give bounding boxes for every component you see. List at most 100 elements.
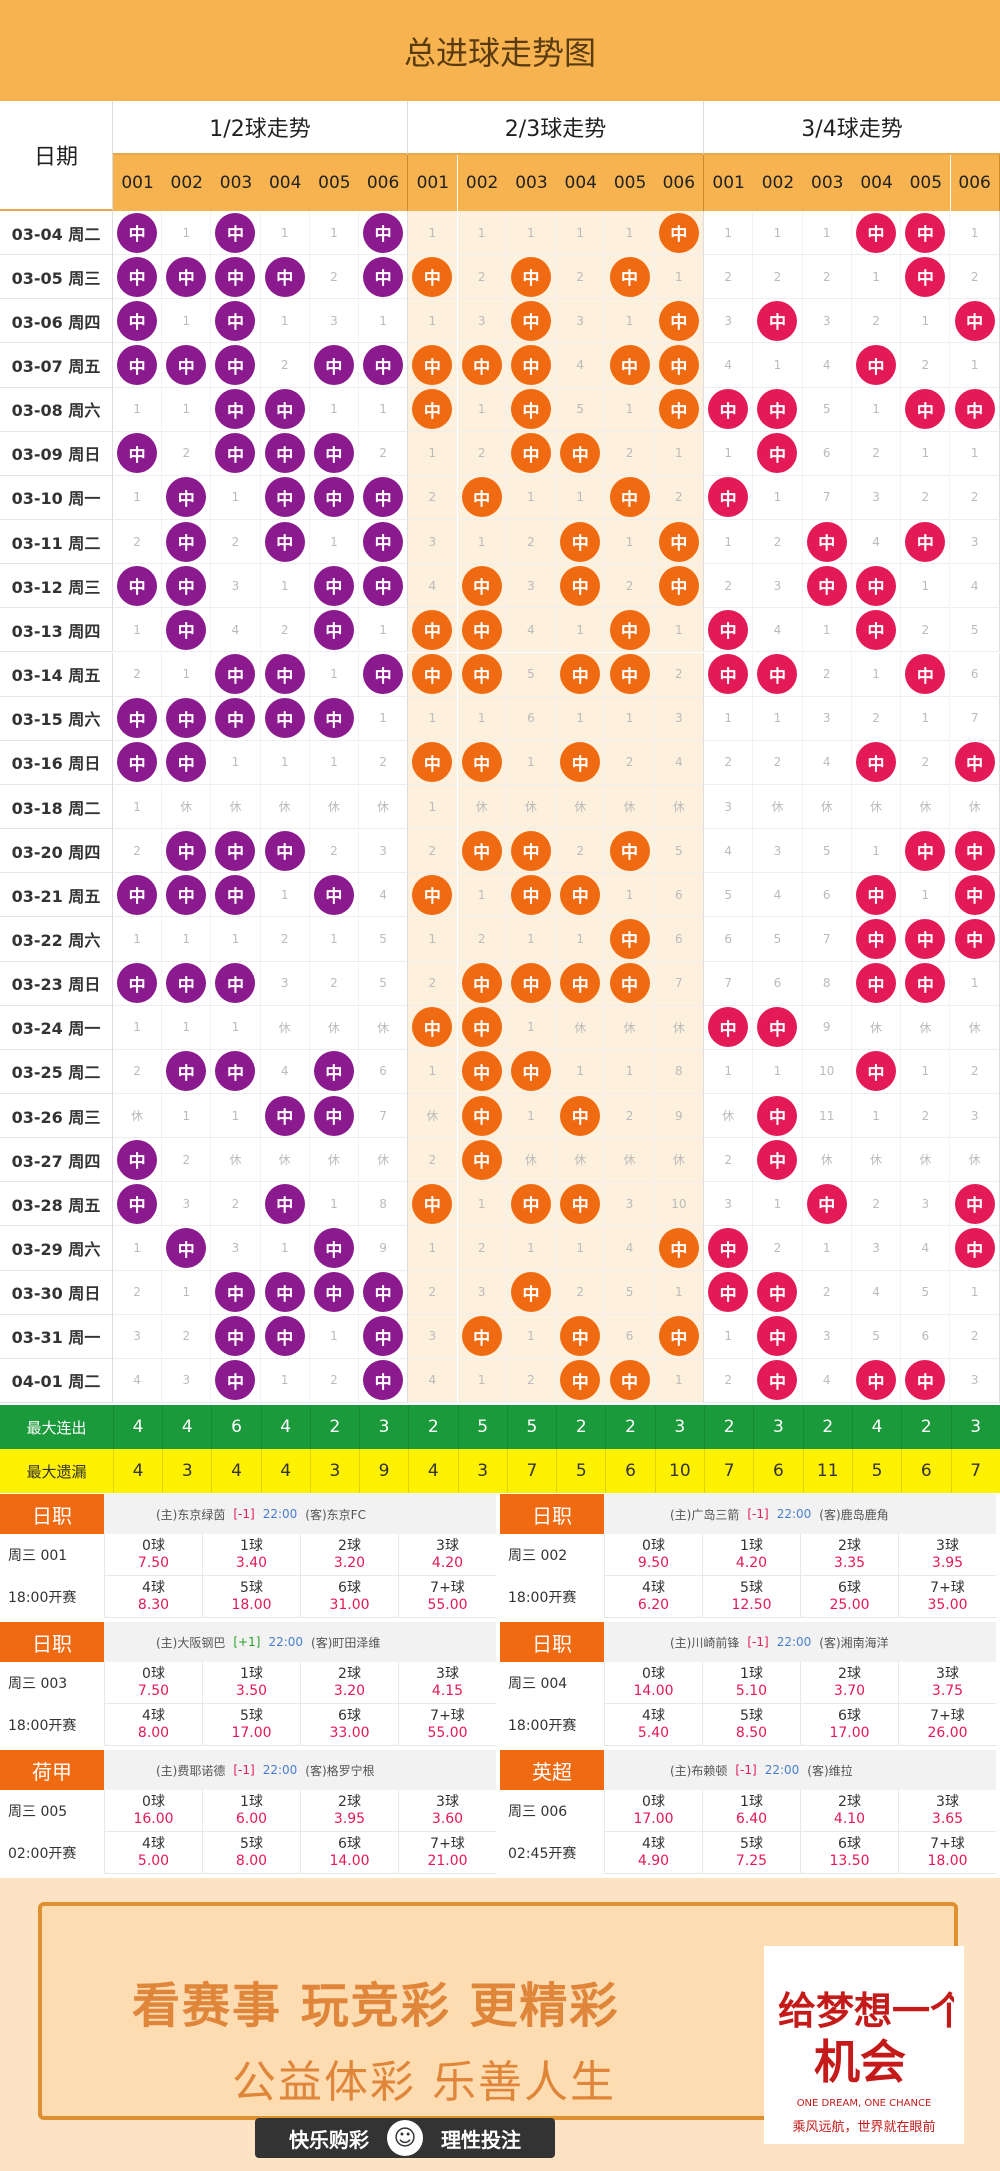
miss-count: 5: [724, 887, 732, 902]
odds-option[interactable]: 6球 13.50: [800, 1832, 898, 1874]
odds-option[interactable]: 2球 3.95: [300, 1790, 398, 1832]
odds-option[interactable]: 7+球 55.00: [398, 1576, 496, 1618]
odds-option[interactable]: 4球 8.30: [104, 1576, 202, 1618]
trend-cell: 4: [260, 1049, 310, 1094]
trend-cell: 中: [113, 564, 163, 609]
odds-option[interactable]: 5球 17.00: [202, 1704, 300, 1746]
odds-option[interactable]: 6球 25.00: [800, 1576, 898, 1618]
odds-option[interactable]: 0球 16.00: [104, 1790, 202, 1832]
hit-ball: 中: [757, 1272, 798, 1313]
trend-cell: 4: [113, 1358, 163, 1404]
odds-option[interactable]: 3球 3.95: [898, 1534, 996, 1576]
odds-option[interactable]: 3球 4.15: [398, 1662, 496, 1704]
trend-cell: 8: [359, 1182, 409, 1227]
odds-option[interactable]: 6球 14.00: [300, 1832, 398, 1874]
odds-option[interactable]: 5球 8.00: [202, 1832, 300, 1874]
miss-count: 3: [280, 976, 289, 991]
odds-option[interactable]: 7+球 21.00: [398, 1832, 496, 1874]
odds-option[interactable]: 2球 4.10: [800, 1790, 898, 1832]
miss-count: 1: [872, 843, 880, 858]
odds-option[interactable]: 3球 3.75: [898, 1662, 996, 1704]
odds-option[interactable]: 1球 4.20: [702, 1534, 800, 1576]
odds-option[interactable]: 4球 5.00: [104, 1832, 202, 1874]
max-miss-value: 4: [113, 1449, 162, 1493]
hit-ball: 中: [117, 433, 158, 474]
odds-option[interactable]: 4球 6.20: [604, 1576, 702, 1618]
hit-ball: 中: [215, 963, 256, 1004]
trend-cell: 1: [408, 1049, 458, 1094]
trend-cell: 中: [654, 211, 704, 256]
odds-option[interactable]: 7+球 26.00: [898, 1704, 996, 1746]
hit-ball: 中: [313, 698, 354, 739]
trend-cell: 休: [704, 1094, 754, 1139]
miss-count: 3: [527, 578, 535, 593]
odds-option[interactable]: 5球 7.25: [702, 1832, 800, 1874]
hit-ball: 中: [117, 256, 158, 297]
odds-goals: 4球: [642, 1579, 665, 1596]
odds-option[interactable]: 6球 31.00: [300, 1576, 398, 1618]
odds-option[interactable]: 4球 8.00: [104, 1704, 202, 1746]
odds-option[interactable]: 0球 7.50: [104, 1662, 202, 1704]
max-streak-value: 5: [506, 1405, 556, 1449]
trend-cell: 休: [309, 1005, 359, 1050]
odds-option[interactable]: 1球 6.00: [202, 1790, 300, 1832]
odds-option[interactable]: 1球 3.40: [202, 1534, 300, 1576]
trend-cell: 1: [605, 387, 655, 432]
row-date: 03-14 周五: [0, 652, 113, 697]
hit-ball: 中: [510, 1051, 551, 1092]
odds-option[interactable]: 0球 17.00: [604, 1790, 702, 1832]
trend-cell: 中: [359, 475, 409, 521]
hit-ball: 中: [806, 1183, 847, 1224]
hit-ball: 中: [215, 345, 256, 385]
odds-option[interactable]: 3球 4.20: [398, 1534, 496, 1576]
hit-ball: 中: [117, 212, 158, 253]
odds-option[interactable]: 2球 3.20: [300, 1662, 398, 1704]
odds-option[interactable]: 6球 33.00: [300, 1704, 398, 1746]
odds-option[interactable]: 1球 3.50: [202, 1662, 300, 1704]
hit-ball: 中: [461, 345, 502, 385]
odds-option[interactable]: 2球 3.35: [800, 1534, 898, 1576]
miss-count: 2: [625, 755, 634, 770]
odds-option[interactable]: 7+球 18.00: [898, 1832, 996, 1874]
trend-cell: 2: [605, 431, 655, 476]
trend-cell: 1: [113, 1005, 163, 1050]
odds-goals: 5球: [740, 1835, 763, 1852]
odds-option[interactable]: 3球 3.65: [898, 1790, 996, 1832]
odds-option[interactable]: 1球 6.40: [702, 1790, 800, 1832]
odds-option[interactable]: 5球 12.50: [702, 1576, 800, 1618]
handicap: [+1]: [233, 1635, 261, 1649]
odds-option[interactable]: 7+球 35.00: [898, 1576, 996, 1618]
odds-option[interactable]: 2球 3.70: [800, 1662, 898, 1704]
miss-count: 4: [280, 1064, 289, 1079]
trend-cell: 休: [950, 1005, 1000, 1050]
odds-option[interactable]: 5球 18.00: [202, 1576, 300, 1618]
odds-option[interactable]: 4球 5.40: [604, 1704, 702, 1746]
odds-option[interactable]: 4球 4.90: [604, 1832, 702, 1874]
miss-count: 2: [872, 711, 880, 726]
odds-option[interactable]: 2球 3.20: [300, 1534, 398, 1576]
miss-count: 休: [574, 1153, 587, 1168]
odds-option[interactable]: 0球 14.00: [604, 1662, 702, 1704]
odds-goals: 3球: [436, 1537, 459, 1554]
miss-count: 休: [623, 1153, 636, 1168]
odds-value: 4.90: [637, 1852, 670, 1869]
row-date: 03-30 周日: [0, 1270, 113, 1315]
odds-value: 3.65: [931, 1810, 964, 1827]
odds-option[interactable]: 3球 3.60: [398, 1790, 496, 1832]
trend-cell: 1: [359, 299, 409, 344]
miss-count: 1: [625, 313, 634, 328]
odds-option[interactable]: 0球 7.50: [104, 1534, 202, 1576]
trend-cell: 5: [359, 961, 409, 1006]
odds-goals: 0球: [642, 1665, 665, 1682]
away-team: (客)东京FC: [305, 1507, 366, 1522]
hit-ball: 中: [806, 565, 847, 606]
odds-option[interactable]: 5球 8.50: [702, 1704, 800, 1746]
odds-option[interactable]: 0球 9.50: [604, 1534, 702, 1576]
odds-option[interactable]: 1球 5.10: [702, 1662, 800, 1704]
odds-option[interactable]: 6球 17.00: [800, 1704, 898, 1746]
kickoff-time: 22:00: [764, 1763, 800, 1777]
bottom-right-text: 理性投注: [441, 2127, 521, 2152]
trend-cell: 中: [950, 387, 1000, 432]
odds-option[interactable]: 7+球 55.00: [398, 1704, 496, 1746]
trend-cell: 2: [260, 917, 310, 962]
